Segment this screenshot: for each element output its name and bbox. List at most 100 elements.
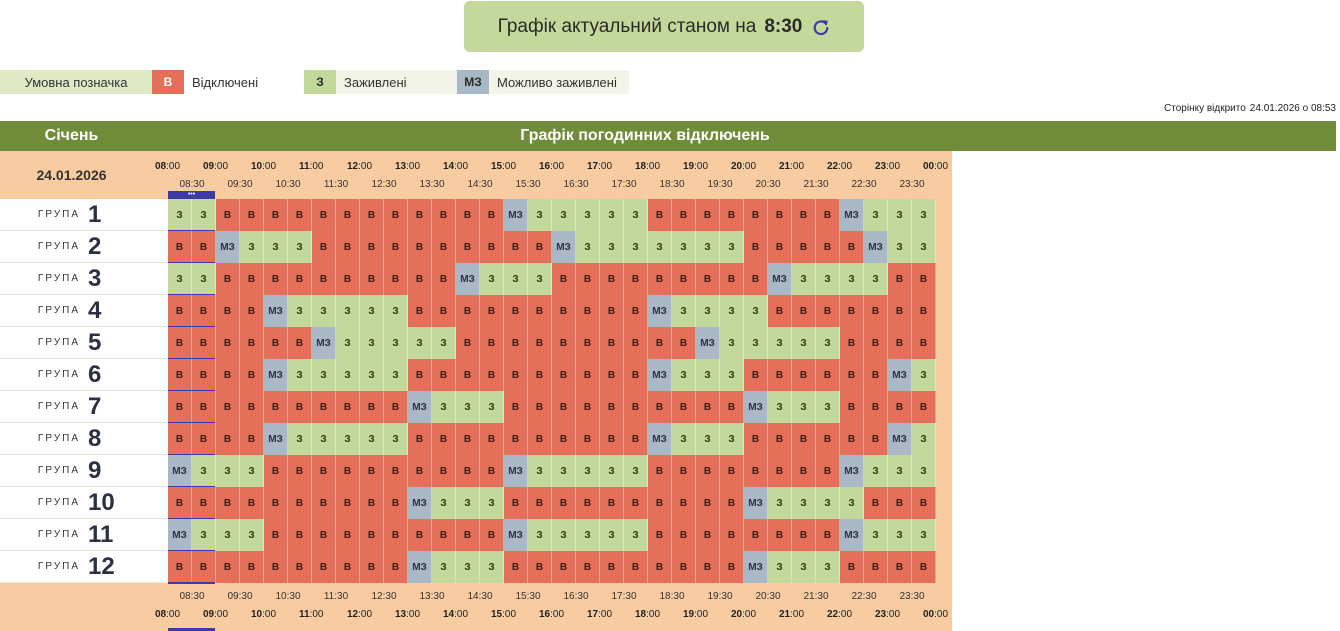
schedule-cell[interactable]: З (816, 551, 840, 583)
schedule-cell[interactable]: З (576, 519, 600, 551)
schedule-cell[interactable]: З (552, 455, 576, 487)
schedule-cell[interactable]: В (792, 519, 816, 551)
schedule-cell[interactable]: В (720, 487, 744, 519)
schedule-cell[interactable]: З (624, 519, 648, 551)
schedule-cell[interactable]: В (552, 327, 576, 359)
schedule-cell[interactable]: В (240, 199, 264, 231)
schedule-cell[interactable]: МЗ (888, 359, 912, 391)
schedule-cell[interactable]: В (552, 487, 576, 519)
schedule-cell[interactable]: З (720, 359, 744, 391)
schedule-cell[interactable]: З (216, 455, 240, 487)
schedule-cell[interactable]: В (288, 327, 312, 359)
schedule-cell[interactable]: В (720, 519, 744, 551)
schedule-cell[interactable]: В (336, 455, 360, 487)
schedule-cell[interactable]: В (696, 519, 720, 551)
schedule-cell[interactable]: З (312, 359, 336, 391)
schedule-cell[interactable]: В (264, 199, 288, 231)
schedule-cell[interactable]: З (816, 487, 840, 519)
schedule-cell[interactable]: В (240, 391, 264, 423)
schedule-cell[interactable]: В (216, 423, 240, 455)
schedule-cell[interactable]: В (816, 359, 840, 391)
schedule-cell[interactable]: МЗ (504, 455, 528, 487)
schedule-cell[interactable]: В (600, 391, 624, 423)
schedule-cell[interactable]: В (312, 551, 336, 583)
schedule-cell[interactable]: В (504, 391, 528, 423)
schedule-cell[interactable]: В (624, 487, 648, 519)
schedule-cell[interactable]: В (384, 263, 408, 295)
schedule-cell[interactable]: В (480, 455, 504, 487)
schedule-cell[interactable]: В (360, 391, 384, 423)
schedule-cell[interactable]: В (576, 487, 600, 519)
schedule-cell[interactable]: З (744, 327, 768, 359)
schedule-cell[interactable]: В (288, 263, 312, 295)
schedule-cell[interactable]: В (864, 391, 888, 423)
schedule-cell[interactable]: В (648, 263, 672, 295)
schedule-cell[interactable]: В (480, 423, 504, 455)
schedule-cell[interactable]: В (480, 199, 504, 231)
schedule-cell[interactable]: З (600, 231, 624, 263)
schedule-cell[interactable]: В (192, 391, 216, 423)
schedule-cell[interactable]: МЗ (840, 455, 864, 487)
schedule-cell[interactable]: В (576, 295, 600, 327)
schedule-cell[interactable]: В (216, 199, 240, 231)
schedule-cell[interactable]: З (192, 263, 216, 295)
schedule-cell[interactable]: З (816, 391, 840, 423)
schedule-cell[interactable]: В (672, 455, 696, 487)
schedule-cell[interactable]: В (528, 327, 552, 359)
schedule-cell[interactable]: В (576, 263, 600, 295)
schedule-cell[interactable]: З (720, 327, 744, 359)
schedule-cell[interactable]: В (552, 359, 576, 391)
schedule-cell[interactable]: З (600, 519, 624, 551)
schedule-cell[interactable]: В (480, 359, 504, 391)
schedule-cell[interactable]: В (240, 263, 264, 295)
schedule-cell[interactable]: В (720, 391, 744, 423)
schedule-cell[interactable]: В (504, 295, 528, 327)
schedule-cell[interactable]: В (744, 519, 768, 551)
schedule-cell[interactable]: МЗ (216, 231, 240, 263)
schedule-cell[interactable]: З (864, 199, 888, 231)
schedule-cell[interactable]: В (504, 423, 528, 455)
schedule-cell[interactable]: З (432, 391, 456, 423)
schedule-cell[interactable]: В (624, 263, 648, 295)
schedule-cell[interactable]: З (168, 263, 192, 295)
schedule-cell[interactable]: В (888, 487, 912, 519)
schedule-cell[interactable]: В (840, 359, 864, 391)
schedule-cell[interactable]: В (768, 519, 792, 551)
schedule-cell[interactable]: В (864, 295, 888, 327)
schedule-cell[interactable]: В (744, 199, 768, 231)
schedule-cell[interactable]: З (576, 455, 600, 487)
schedule-cell[interactable]: В (528, 487, 552, 519)
schedule-cell[interactable]: З (768, 551, 792, 583)
schedule-cell[interactable]: В (408, 423, 432, 455)
schedule-cell[interactable]: В (456, 199, 480, 231)
schedule-cell[interactable]: В (192, 231, 216, 263)
schedule-cell[interactable]: З (720, 231, 744, 263)
schedule-cell[interactable]: З (864, 455, 888, 487)
schedule-cell[interactable]: В (528, 551, 552, 583)
schedule-cell[interactable]: З (912, 519, 936, 551)
schedule-cell[interactable]: В (864, 359, 888, 391)
schedule-cell[interactable]: З (480, 263, 504, 295)
schedule-cell[interactable]: З (432, 551, 456, 583)
schedule-cell[interactable]: В (480, 295, 504, 327)
schedule-cell[interactable]: В (792, 455, 816, 487)
schedule-cell[interactable]: З (312, 295, 336, 327)
schedule-cell[interactable]: З (456, 487, 480, 519)
schedule-cell[interactable]: В (744, 359, 768, 391)
schedule-cell[interactable]: В (840, 391, 864, 423)
schedule-cell[interactable]: В (408, 263, 432, 295)
schedule-cell[interactable]: В (792, 231, 816, 263)
schedule-cell[interactable]: В (624, 359, 648, 391)
schedule-cell[interactable]: З (912, 231, 936, 263)
schedule-cell[interactable]: З (888, 199, 912, 231)
schedule-cell[interactable]: З (168, 199, 192, 231)
schedule-cell[interactable]: В (432, 295, 456, 327)
schedule-cell[interactable]: В (336, 199, 360, 231)
schedule-cell[interactable]: З (888, 455, 912, 487)
schedule-cell[interactable]: В (672, 551, 696, 583)
schedule-cell[interactable]: В (264, 487, 288, 519)
schedule-cell[interactable]: В (216, 295, 240, 327)
schedule-cell[interactable]: З (384, 423, 408, 455)
schedule-cell[interactable]: З (816, 327, 840, 359)
schedule-cell[interactable]: В (912, 487, 936, 519)
